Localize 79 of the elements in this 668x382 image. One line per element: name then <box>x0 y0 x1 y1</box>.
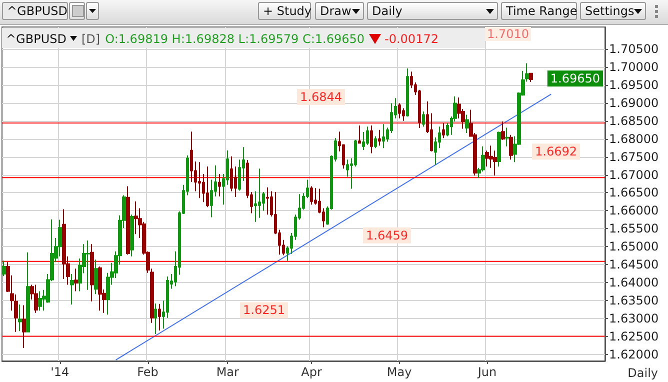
y-tick-label: 1.62500 <box>609 330 659 344</box>
y-tick-label: 1.69000 <box>609 96 659 110</box>
candlestick <box>86 240 90 290</box>
ref-line-label: 1.6844 <box>300 90 342 104</box>
y-tick-label: 1.63500 <box>609 294 659 308</box>
candlestick <box>310 186 313 206</box>
y-tick-label: 1.65000 <box>609 240 659 254</box>
candlestick <box>529 72 533 83</box>
candlestick <box>74 268 78 292</box>
candlestick <box>158 303 161 331</box>
interval-dropdown[interactable]: Daily <box>367 2 498 20</box>
x-tick-label: Jun <box>476 365 497 379</box>
candlestick <box>218 174 221 197</box>
study-button[interactable]: + Study <box>258 2 311 20</box>
y-tick-label: 1.70000 <box>609 60 659 74</box>
y-tick-label: 1.70500 <box>609 42 659 56</box>
chart-subtitle: [D] <box>81 30 100 48</box>
candlestick <box>505 127 509 147</box>
annotation: 1.7010 <box>485 27 531 41</box>
candlestick <box>198 162 201 199</box>
candlestick <box>126 186 130 256</box>
x-tick-label: '14 <box>50 365 70 379</box>
candlestick <box>22 304 26 349</box>
candlestick <box>154 302 157 335</box>
candlestick <box>378 129 381 146</box>
y-tick-label: 1.66500 <box>609 186 659 200</box>
candlestick <box>38 290 42 312</box>
y-tick-label: 1.66000 <box>609 204 659 218</box>
candlestick <box>370 125 373 154</box>
draw-button[interactable]: Draw <box>315 2 364 20</box>
y-tick-label: 1.64500 <box>609 258 659 272</box>
ref-line-label: 1.6459 <box>366 228 408 242</box>
x-tick-label: May <box>386 365 412 379</box>
candlestick <box>130 214 134 257</box>
candlestick <box>70 273 74 306</box>
y-tick-label: 1.64000 <box>609 276 659 290</box>
candlestick <box>266 186 269 216</box>
candlestick <box>406 68 409 118</box>
candlestick <box>509 134 513 160</box>
candlestick <box>374 136 377 149</box>
candlestick <box>358 125 361 144</box>
x-tick-label: Mar <box>216 365 240 379</box>
candlestick <box>398 102 401 119</box>
candlestick <box>497 131 501 167</box>
annotation: 1.69650 <box>550 71 600 86</box>
candlestick <box>34 284 38 314</box>
annotation: O:1.69819 H:1.69828 L:1.69579 C:1.69650 <box>105 30 365 48</box>
y-tick-label: 1.69500 <box>609 78 659 92</box>
y-tick-label: 1.65500 <box>609 222 659 236</box>
annotation: -0.00172 <box>384 30 438 48</box>
ref-line-label: 1.6251 <box>243 303 285 318</box>
candlestick <box>206 166 209 208</box>
candlestick <box>98 266 102 312</box>
candlestick <box>442 122 445 139</box>
candlestick <box>90 244 94 302</box>
y-tick-label: 1.68500 <box>609 114 659 128</box>
y-tick-label: 1.67500 <box>609 150 659 164</box>
candlestick <box>134 200 138 235</box>
candlestick <box>422 110 425 128</box>
y-tick-label: 1.68000 <box>609 132 659 146</box>
y-tick-label: 1.62000 <box>609 348 659 362</box>
time-range-button[interactable]: Time Range <box>501 2 577 20</box>
symbol-field[interactable]: ^GBPUSD <box>2 2 68 20</box>
candlestick <box>501 121 505 140</box>
candlestick <box>382 124 385 149</box>
y-tick-label: 1.67000 <box>609 168 659 182</box>
candlestick <box>2 260 6 277</box>
y-tick-label: 1.63000 <box>609 312 659 326</box>
settings-button[interactable]: Settings <box>580 2 646 20</box>
candlestick <box>18 304 22 332</box>
x-tick-label: Feb <box>137 365 158 379</box>
candlestick <box>26 252 30 332</box>
x-tick-label: Apr <box>301 365 322 379</box>
candlestick <box>465 114 469 134</box>
candlestick <box>94 259 98 295</box>
ref-line-label: 1.6692 <box>535 144 577 159</box>
candlestick <box>258 168 261 218</box>
chart-title: ^GBPUSD <box>6 30 66 48</box>
x-axis-title: Daily <box>628 366 658 380</box>
